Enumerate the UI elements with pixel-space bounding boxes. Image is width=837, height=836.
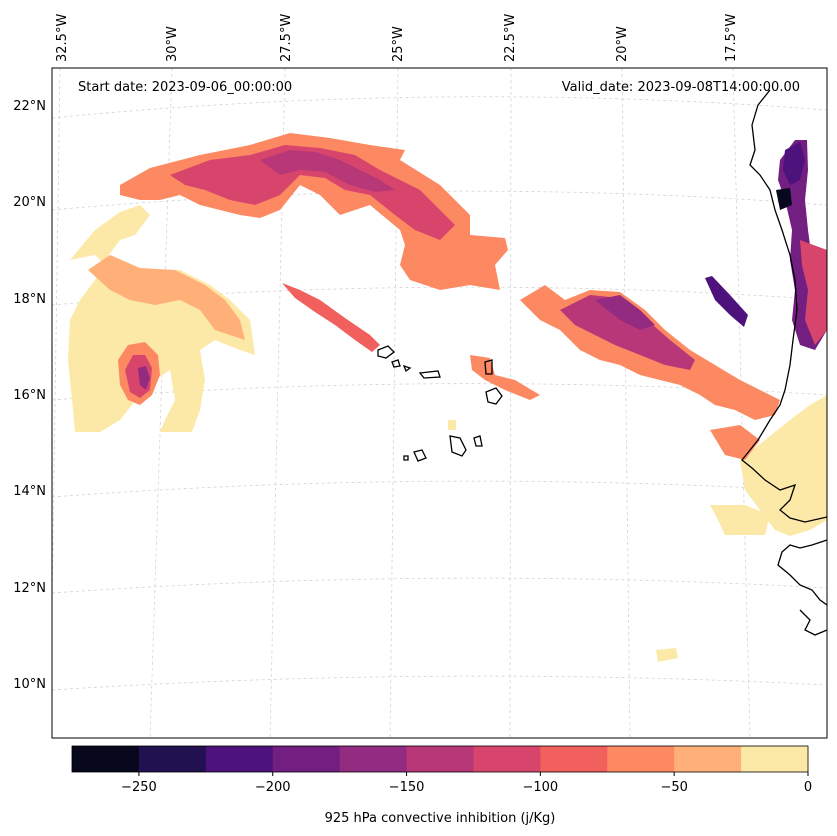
cin-region-arc-red (170, 145, 455, 240)
cin-region-senegal-orange (710, 425, 760, 460)
map-gridlines (51, 67, 828, 739)
longitude-labels: 32.5°W 30°W 27.5°W 25°W 22.5°W 20°W 17.5… (55, 14, 739, 62)
cin-region-senegal-light (740, 395, 827, 536)
colorbar-bin (741, 746, 809, 772)
colorbar-bin (540, 746, 608, 772)
lat-label-22n: 22°N (13, 99, 46, 114)
cin-region-west-core-dark (138, 366, 150, 390)
cin-region-nw-purple (705, 276, 748, 327)
colorbar-bin (339, 746, 408, 772)
cin-region-small-pale (448, 420, 456, 430)
cin-region-east-pink (560, 295, 695, 370)
island-sal (484, 359, 493, 375)
africa-coastline (741, 89, 828, 523)
cin-region-arc-pink (260, 150, 395, 192)
cin-region-west-pale-orange (88, 255, 245, 340)
lon-label-17-5w: 17.5°W (724, 14, 739, 62)
cin-region-coast-pink (800, 240, 827, 345)
lat-label-20n: 20°N (13, 195, 46, 210)
colorbar-frame (71, 745, 809, 773)
island-sao-vicente (391, 359, 401, 368)
cin-region-coast-dark (783, 142, 805, 185)
cin-region-gambia-light (710, 505, 770, 535)
colorbar-bin (205, 746, 274, 772)
island-brava (403, 455, 409, 461)
latitude-labels: 22°N 20°N 18°N 16°N 14°N 12°N 10°N (13, 99, 46, 692)
colorbar-tick-label: −250 (121, 780, 157, 795)
colorbar-tick-label: −100 (523, 780, 559, 795)
cin-region-strip-1 (282, 283, 380, 352)
island-maio (473, 435, 483, 447)
island-fogo (413, 449, 427, 462)
lat-label-14n: 14°N (13, 484, 46, 499)
lat-label-16n: 16°N (13, 388, 46, 403)
island-sao-nicolau (418, 370, 441, 379)
lat-label-18n: 18°N (13, 292, 46, 307)
colorbar-tick-label: −150 (389, 780, 425, 795)
colorbar-bin (138, 746, 207, 772)
lon-label-20w: 20°W (615, 26, 630, 62)
lon-label-27-5w: 27.5°W (279, 14, 294, 62)
colorbar-tick-label: 0 (804, 780, 812, 795)
lon-label-22-5w: 22.5°W (503, 14, 518, 62)
lat-label-10n: 10°N (13, 677, 46, 692)
start-date-text: Start date: 2023-09-06_00:00:00 (78, 80, 292, 95)
coastline-south (777, 539, 828, 606)
colorbar: −250 −200 −150 −100 −50 0 (71, 745, 812, 795)
colorbar-label: 925 hPa convective inhibition (j/Kg) (325, 811, 556, 826)
colorbar-bin (607, 746, 675, 772)
coastline-guinea (799, 609, 828, 636)
colorbar-tick-label: −50 (660, 780, 687, 795)
colorbar-bin (473, 746, 541, 772)
lat-label-12n: 12°N (13, 581, 46, 596)
valid-date-text: Valid_date: 2023-09-08T14:00:00.00 (562, 80, 800, 95)
lon-label-32-5w: 32.5°W (55, 14, 70, 62)
map-frame (51, 67, 828, 739)
cin-region-south-light (656, 648, 678, 662)
cin-region-coast-black (776, 188, 792, 210)
lon-label-30w: 30°W (165, 26, 180, 62)
colorbar-bin (406, 746, 474, 772)
colorbar-bin (674, 746, 742, 772)
island-boa-vista (485, 387, 503, 405)
colorbar-tick-label: −200 (255, 780, 291, 795)
lon-label-25w: 25°W (391, 26, 406, 62)
island-santo-antao (377, 345, 395, 359)
coastlines (377, 89, 828, 636)
cin-field (68, 133, 827, 662)
cin-region-east-purple (595, 295, 655, 330)
island-santa-luzia (402, 364, 412, 373)
island-santiago (449, 435, 467, 457)
colorbar-bin (72, 746, 140, 772)
cin-region-strip-2 (470, 355, 540, 400)
colorbar-bin (272, 746, 341, 772)
cin-region-west-light (68, 205, 255, 432)
